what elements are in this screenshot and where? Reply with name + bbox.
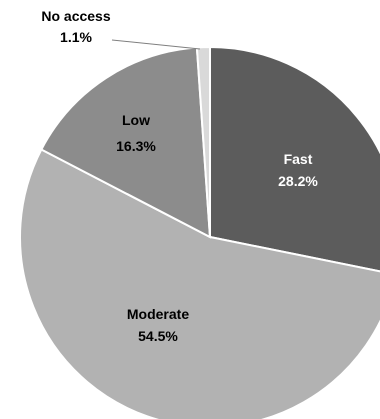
slice-label-moderate: Moderate [127, 306, 189, 322]
pie-slices [19, 45, 380, 419]
no-access-leader-line [111, 39, 201, 50]
slice-value-no-access: 1.1% [60, 29, 92, 45]
slice-label-low: Low [122, 112, 150, 128]
pie-slice-moderate [19, 148, 380, 419]
pie-slice-fast [209, 45, 380, 273]
pie-slice-low [40, 46, 212, 239]
pie-labels: Fast 28.2% Moderate 54.5% Low 16.3% No a… [41, 8, 318, 344]
slice-value-fast: 28.2% [278, 173, 318, 189]
pie-slice-no-access [195, 45, 211, 238]
slice-value-moderate: 54.5% [138, 328, 178, 344]
slice-label-fast: Fast [284, 151, 313, 167]
slice-label-no-access: No access [41, 8, 110, 24]
slice-value-low: 16.3% [116, 138, 156, 154]
